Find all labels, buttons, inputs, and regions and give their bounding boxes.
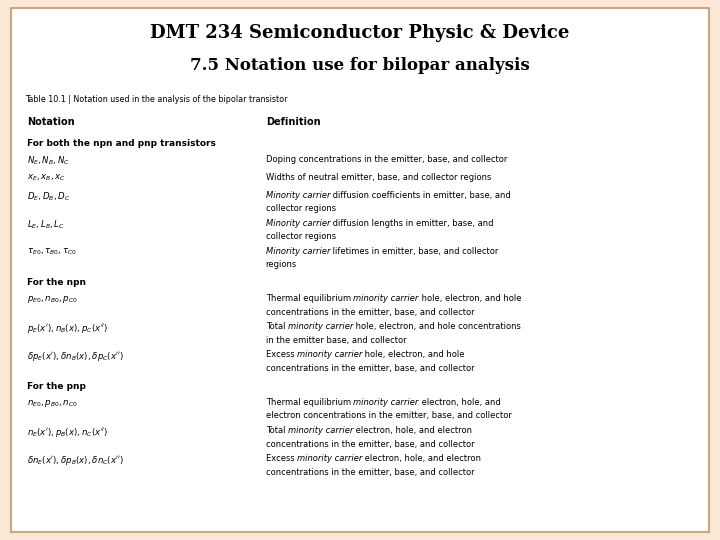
Text: collector regions: collector regions — [266, 204, 336, 213]
Text: Minority carrier: Minority carrier — [266, 219, 330, 228]
Text: Definition: Definition — [266, 117, 320, 127]
Text: $\delta p_E(x'), \delta n_B(x), \delta p_C(x'')$: $\delta p_E(x'), \delta n_B(x), \delta p… — [27, 350, 124, 363]
Text: Notation: Notation — [27, 117, 74, 127]
Text: $p_E(x'), n_B(x), p_C(x'')$: $p_E(x'), n_B(x), p_C(x'')$ — [27, 322, 108, 335]
Text: concentrations in the emitter, base, and collector: concentrations in the emitter, base, and… — [266, 308, 474, 317]
Text: Total: Total — [266, 322, 288, 332]
Text: collector regions: collector regions — [266, 232, 336, 241]
Text: concentrations in the emitter, base, and collector: concentrations in the emitter, base, and… — [266, 364, 474, 373]
Text: electron concentrations in the emitter, base, and collector: electron concentrations in the emitter, … — [266, 411, 511, 421]
Text: minority carrier: minority carrier — [288, 426, 354, 435]
Text: $L_E, L_B, L_C$: $L_E, L_B, L_C$ — [27, 219, 65, 231]
Text: For both the npn and pnp transistors: For both the npn and pnp transistors — [27, 139, 215, 148]
Text: diffusion lengths in emitter, base, and: diffusion lengths in emitter, base, and — [330, 219, 494, 228]
Text: $\delta n_E(x'), \delta p_B(x), \delta n_C(x'')$: $\delta n_E(x'), \delta p_B(x), \delta n… — [27, 454, 124, 467]
Text: minority carrier: minority carrier — [297, 454, 362, 463]
Text: lifetimes in emitter, base, and collector: lifetimes in emitter, base, and collecto… — [330, 247, 498, 256]
Text: Doping concentrations in the emitter, base, and collector: Doping concentrations in the emitter, ba… — [266, 155, 507, 164]
Text: electron, hole, and electron: electron, hole, and electron — [354, 426, 472, 435]
Text: hole, electron, and hole: hole, electron, and hole — [419, 294, 521, 303]
Text: $p_{E0}, n_{B0}, p_{C0}$: $p_{E0}, n_{B0}, p_{C0}$ — [27, 294, 78, 305]
Text: Widths of neutral emitter, base, and collector regions: Widths of neutral emitter, base, and col… — [266, 173, 491, 182]
Text: For the pnp: For the pnp — [27, 382, 86, 391]
Text: $n_{E0}, p_{B0}, n_{C0}$: $n_{E0}, p_{B0}, n_{C0}$ — [27, 398, 78, 409]
Text: 7.5 Notation use for bilopar analysis: 7.5 Notation use for bilopar analysis — [190, 57, 530, 73]
Text: concentrations in the emitter, base, and collector: concentrations in the emitter, base, and… — [266, 468, 474, 477]
Text: Total: Total — [266, 426, 288, 435]
Text: electron, hole, and: electron, hole, and — [419, 398, 500, 407]
Text: Minority carrier: Minority carrier — [266, 191, 330, 200]
Text: concentrations in the emitter, base, and collector: concentrations in the emitter, base, and… — [266, 440, 474, 449]
Text: minority carrier: minority carrier — [288, 322, 354, 332]
Text: For the npn: For the npn — [27, 278, 86, 287]
Text: in the emitter base, and collector: in the emitter base, and collector — [266, 336, 406, 345]
Text: $N_E, N_B, N_C$: $N_E, N_B, N_C$ — [27, 155, 69, 167]
Text: $\tau_{E0}, \tau_{B0}, \tau_{C0}$: $\tau_{E0}, \tau_{B0}, \tau_{C0}$ — [27, 247, 77, 257]
Text: $x_E, x_B, x_C$: $x_E, x_B, x_C$ — [27, 173, 66, 183]
Text: minority carrier: minority carrier — [354, 398, 419, 407]
Text: hole, electron, and hole: hole, electron, and hole — [362, 350, 465, 360]
Text: Minority carrier: Minority carrier — [266, 247, 330, 256]
Text: diffusion coefficients in emitter, base, and: diffusion coefficients in emitter, base,… — [330, 191, 511, 200]
Text: Table 10.1 | Notation used in the analysis of the bipolar transistor: Table 10.1 | Notation used in the analys… — [25, 94, 288, 104]
Text: Excess: Excess — [266, 350, 297, 360]
Text: $n_E(x'), p_B(x), n_C(x'')$: $n_E(x'), p_B(x), n_C(x'')$ — [27, 426, 108, 439]
Text: Excess: Excess — [266, 454, 297, 463]
Text: Thermal equilibrium: Thermal equilibrium — [266, 398, 354, 407]
Text: electron, hole, and electron: electron, hole, and electron — [362, 454, 482, 463]
Text: Thermal equilibrium: Thermal equilibrium — [266, 294, 354, 303]
Text: hole, electron, and hole concentrations: hole, electron, and hole concentrations — [354, 322, 521, 332]
Text: DMT 234 Semiconductor Physic & Device: DMT 234 Semiconductor Physic & Device — [150, 24, 570, 42]
Text: minority carrier: minority carrier — [297, 350, 362, 360]
Text: regions: regions — [266, 260, 297, 269]
Text: minority carrier: minority carrier — [354, 294, 419, 303]
Text: $D_E, D_B, D_C$: $D_E, D_B, D_C$ — [27, 191, 70, 203]
